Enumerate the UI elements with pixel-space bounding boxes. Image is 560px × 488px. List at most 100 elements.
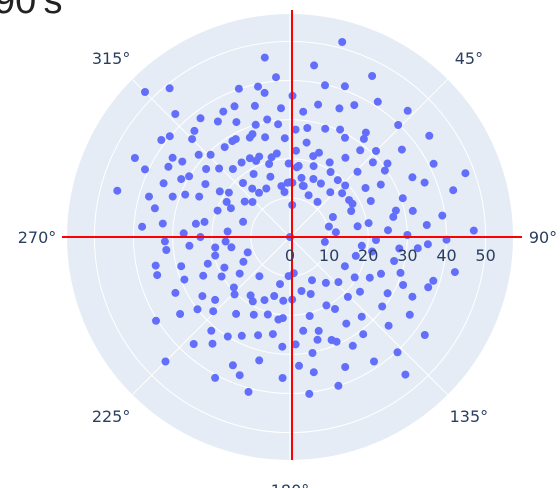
data-point (357, 312, 366, 321)
data-point (189, 340, 198, 348)
data-point (201, 180, 210, 189)
data-point (401, 370, 410, 379)
data-point (368, 247, 377, 256)
data-point (422, 221, 431, 229)
data-point (158, 219, 167, 228)
data-point (341, 133, 349, 142)
data-point (393, 348, 402, 357)
data-point (295, 361, 303, 370)
data-point (232, 309, 241, 318)
data-point (384, 226, 392, 235)
data-point (213, 206, 222, 215)
data-point (260, 88, 269, 97)
data-point (268, 330, 277, 339)
data-point (353, 222, 362, 231)
data-point (383, 289, 392, 298)
data-point (322, 301, 331, 310)
data-point (403, 106, 412, 115)
data-point (211, 295, 220, 304)
data-point (248, 297, 257, 306)
data-point (219, 107, 228, 116)
data-point (277, 182, 286, 191)
data-point (396, 268, 405, 277)
data-point (162, 246, 171, 254)
data-point (254, 82, 262, 91)
data-point (251, 120, 260, 129)
data-point (380, 166, 389, 175)
data-point (284, 159, 293, 168)
data-point (243, 248, 252, 257)
data-point (239, 257, 248, 266)
data-point (164, 162, 173, 171)
data-point (429, 276, 438, 285)
data-point (252, 156, 261, 165)
angular-tick-label: 90° (529, 228, 557, 247)
data-point (408, 206, 417, 215)
data-point (265, 160, 274, 168)
data-point (245, 154, 254, 163)
data-point (277, 104, 285, 113)
data-point (168, 192, 177, 201)
data-point (408, 173, 417, 182)
data-point (226, 204, 235, 213)
data-point (237, 158, 246, 167)
data-point (165, 84, 174, 93)
data-point (291, 125, 300, 134)
data-point (325, 158, 334, 167)
data-point (305, 312, 314, 320)
data-point (302, 138, 311, 147)
data-point (303, 124, 312, 132)
data-point (333, 176, 342, 185)
data-point (199, 271, 208, 280)
data-point (193, 305, 202, 314)
data-point (309, 175, 318, 183)
data-point (152, 316, 160, 325)
data-point (202, 165, 211, 173)
data-point (141, 88, 149, 96)
data-point (165, 132, 174, 141)
data-point (180, 275, 189, 284)
data-point (237, 331, 246, 340)
data-point (425, 131, 434, 140)
angular-tick-label: 270° (18, 228, 57, 247)
data-point (364, 219, 373, 228)
data-point (250, 101, 259, 110)
data-point (398, 194, 407, 203)
data-point (263, 310, 272, 319)
data-point (313, 197, 322, 206)
data-point (261, 133, 270, 142)
angular-tick-labels: 0°45°90°135°180°225°270°315° (18, 49, 557, 488)
data-point (294, 161, 303, 170)
data-point (161, 357, 170, 366)
angular-tick-label: 180° (271, 481, 310, 488)
data-point (361, 128, 370, 137)
data-point (331, 228, 340, 237)
data-point (208, 339, 217, 348)
chart-title: 90's (0, 0, 63, 22)
data-point (245, 133, 254, 142)
data-point (420, 178, 429, 187)
data-point (280, 134, 289, 143)
crosshair (62, 10, 522, 460)
data-point (230, 290, 239, 299)
data-point (297, 173, 306, 182)
data-point (389, 212, 398, 221)
data-point (359, 330, 368, 339)
data-point (305, 389, 314, 398)
data-point (313, 335, 322, 344)
data-point (213, 117, 222, 126)
data-point (198, 292, 207, 301)
data-point (191, 219, 200, 228)
data-point (211, 243, 220, 252)
data-point (306, 290, 315, 298)
data-point (348, 341, 357, 350)
data-point (341, 181, 350, 190)
data-point (159, 179, 168, 188)
data-point (179, 229, 188, 238)
data-point (321, 81, 329, 90)
data-point (340, 82, 349, 91)
data-point (384, 321, 393, 330)
angular-tick-label: 45° (455, 49, 483, 68)
data-point (266, 172, 275, 181)
data-point (217, 272, 226, 281)
